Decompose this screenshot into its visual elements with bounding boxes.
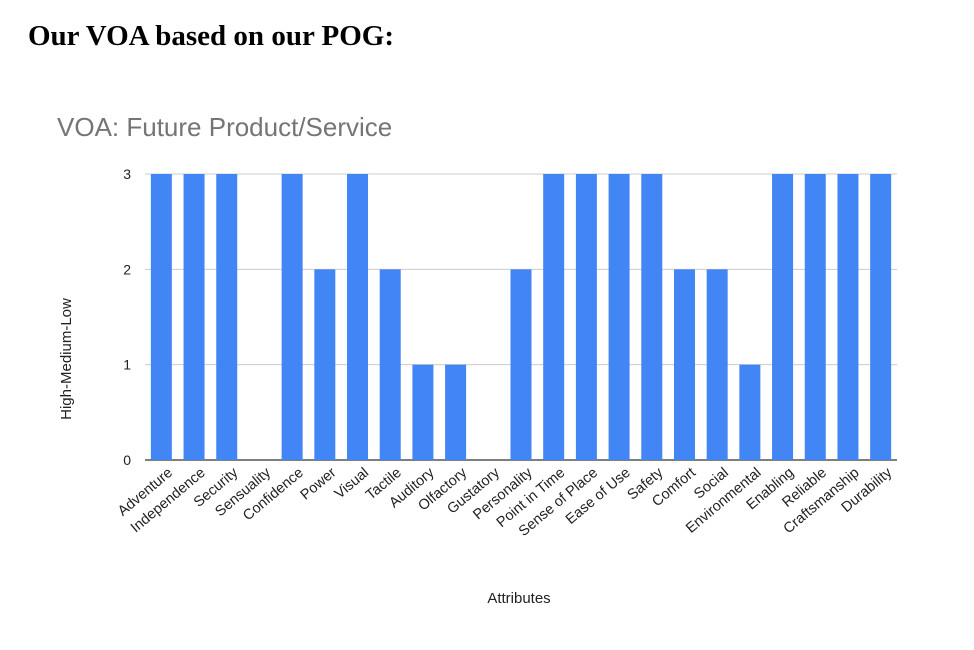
bar-olfactory bbox=[445, 364, 467, 460]
bar-independence bbox=[183, 174, 205, 460]
bar-personality bbox=[510, 269, 532, 460]
bar-sense-of-place bbox=[575, 174, 597, 460]
bars bbox=[150, 174, 892, 460]
y-tick-label: 2 bbox=[123, 261, 131, 277]
chart-title: VOA: Future Product/Service bbox=[57, 112, 392, 142]
bar-power bbox=[314, 269, 336, 460]
bar-durability bbox=[870, 174, 892, 460]
bar-comfort bbox=[673, 269, 695, 460]
bar-environmental bbox=[739, 364, 761, 460]
bar-social bbox=[706, 269, 728, 460]
bar-reliable bbox=[804, 174, 826, 460]
page-heading: Our VOA based on our POG: bbox=[28, 20, 395, 52]
y-axis-title: High-Medium-Low bbox=[58, 298, 75, 420]
bar-ease-of-use bbox=[608, 174, 630, 460]
bar-security bbox=[216, 174, 238, 460]
x-axis-title: Attributes bbox=[487, 590, 550, 607]
y-tick-labels: 0 1 2 3 bbox=[123, 166, 131, 468]
bar-visual bbox=[347, 174, 369, 460]
bar-craftsmanship bbox=[837, 174, 859, 460]
bar-enabling bbox=[772, 174, 794, 460]
bar-tactile bbox=[379, 269, 401, 460]
y-tick-label: 3 bbox=[123, 166, 131, 182]
bar-safety bbox=[641, 174, 663, 460]
bar-confidence bbox=[281, 174, 303, 460]
category-label: Visual bbox=[332, 465, 372, 502]
category-labels: AdventureIndependenceSecuritySensualityC… bbox=[115, 464, 896, 539]
category-label: Power bbox=[298, 465, 340, 504]
bar-adventure bbox=[150, 174, 172, 460]
bar-point-in-time bbox=[543, 174, 565, 460]
y-tick-label: 1 bbox=[123, 357, 131, 373]
bar-auditory bbox=[412, 364, 434, 460]
y-tick-label: 0 bbox=[123, 452, 131, 468]
